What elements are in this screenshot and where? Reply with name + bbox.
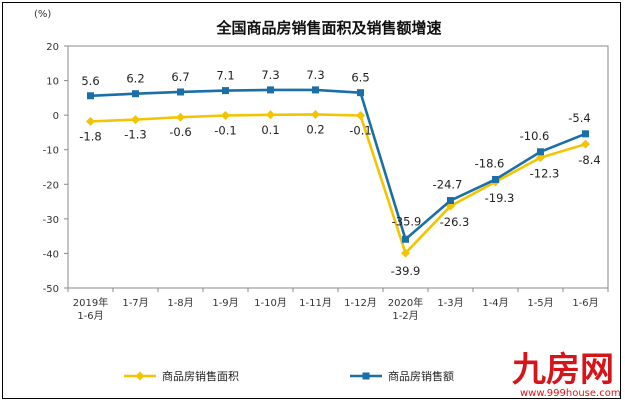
data-point-marker xyxy=(492,175,499,183)
y-tick-label: -40 xyxy=(43,249,59,260)
series-line xyxy=(90,113,586,255)
data-labels: -1.8 -1.3 -0.6 -0.1 0.1 0.2 -0.1 -39.9 -26.3 -19.… xyxy=(79,68,600,278)
x-tick-label: 1-10月 xyxy=(254,297,287,309)
x-tick-label: 1-3月 xyxy=(437,297,463,309)
data-label: 7.3 xyxy=(261,68,279,82)
data-label: -0.1 xyxy=(214,123,236,137)
legend-swatch-marker xyxy=(135,371,145,381)
data-point-marker xyxy=(311,109,320,119)
data-label: 6.7 xyxy=(171,70,189,84)
data-label: -8.4 xyxy=(578,153,600,167)
data-label: -5.4 xyxy=(568,111,590,125)
data-label: -19.3 xyxy=(485,191,515,205)
x-tick-label: 1-5月 xyxy=(527,297,553,309)
legend: 商品房销售面积 商品房销售额 xyxy=(124,369,454,383)
data-point-marker xyxy=(176,112,185,122)
x-tick-label: 1-12月 xyxy=(344,297,377,309)
data-label: -35.9 xyxy=(392,214,422,228)
data-point-marker xyxy=(132,90,139,98)
data-point-marker xyxy=(401,248,410,258)
data-point-marker xyxy=(356,110,365,120)
y-tick-label: -50 xyxy=(43,284,59,295)
y-tick-label: -10 xyxy=(43,146,59,157)
data-label: -39.9 xyxy=(391,264,421,278)
legend-label: 商品房销售面积 xyxy=(162,369,239,383)
x-tick-label: 1-11月 xyxy=(299,297,332,309)
data-point-marker xyxy=(266,110,275,120)
y-tick-label: 10 xyxy=(46,77,59,88)
data-point-marker xyxy=(581,139,590,149)
x-tick-label: 1-2月 xyxy=(392,310,418,322)
y-tick-label: -30 xyxy=(43,215,59,226)
x-tick-label: 1-8月 xyxy=(167,297,193,309)
data-label: 6.2 xyxy=(126,72,144,86)
data-label: -26.3 xyxy=(440,215,470,229)
data-label: -0.6 xyxy=(169,125,191,139)
data-point-marker xyxy=(357,89,364,97)
data-point-marker xyxy=(222,87,229,95)
watermark-logo: 九房网 xyxy=(512,350,614,390)
legend-label: 商品房销售额 xyxy=(388,369,454,383)
data-label: -12.3 xyxy=(530,167,560,181)
y-axis-unit: (%) xyxy=(34,9,51,20)
data-label: 0.2 xyxy=(306,122,324,136)
data-label: -18.6 xyxy=(475,156,505,170)
data-label: -1.8 xyxy=(79,129,101,143)
data-label: 0.1 xyxy=(261,123,279,137)
data-label: -24.7 xyxy=(433,178,463,192)
data-label: 5.6 xyxy=(81,74,99,88)
data-label: 6.5 xyxy=(351,71,369,85)
data-label: -10.6 xyxy=(520,129,550,143)
data-label: -1.3 xyxy=(124,128,146,142)
x-tick-label: 1-9月 xyxy=(212,297,238,309)
x-tick-label: 1-4月 xyxy=(482,297,508,309)
y-tick-label: -20 xyxy=(43,180,59,191)
data-point-marker xyxy=(447,197,454,205)
data-label: -0.1 xyxy=(349,123,371,137)
data-label: 7.3 xyxy=(306,68,324,82)
data-point-marker xyxy=(312,86,319,94)
chart-title: 全国商品房销售面积及销售额增速 xyxy=(215,19,441,37)
data-point-marker xyxy=(86,116,95,126)
data-point-marker xyxy=(221,110,230,120)
data-point-marker xyxy=(402,235,409,243)
plot-area-border xyxy=(67,45,609,289)
data-point-marker xyxy=(87,92,94,100)
data-label: 7.1 xyxy=(216,69,234,83)
x-tick-label: 1-6月 xyxy=(572,297,598,309)
x-tick-label: 1-7月 xyxy=(122,297,148,309)
x-tick-label: 2019年 xyxy=(73,296,108,309)
data-point-marker xyxy=(537,148,544,156)
data-point-marker xyxy=(267,86,274,94)
legend-swatch-marker xyxy=(362,372,370,380)
chart-frame xyxy=(2,2,621,399)
watermark-url: www.999house.com xyxy=(520,388,621,399)
series-group xyxy=(86,86,590,258)
x-tick-label: 1-6月 xyxy=(77,310,103,322)
data-point-marker xyxy=(131,115,140,125)
data-point-marker xyxy=(177,88,184,96)
watermark: 九房网 www.999house.com xyxy=(512,350,621,399)
series-line xyxy=(90,88,586,241)
y-tick-label: 0 xyxy=(53,111,59,122)
data-point-marker xyxy=(536,153,545,163)
y-tick-label: 20 xyxy=(46,42,59,53)
x-tick-label: 2020年 xyxy=(388,296,423,309)
data-point-marker xyxy=(582,130,589,138)
